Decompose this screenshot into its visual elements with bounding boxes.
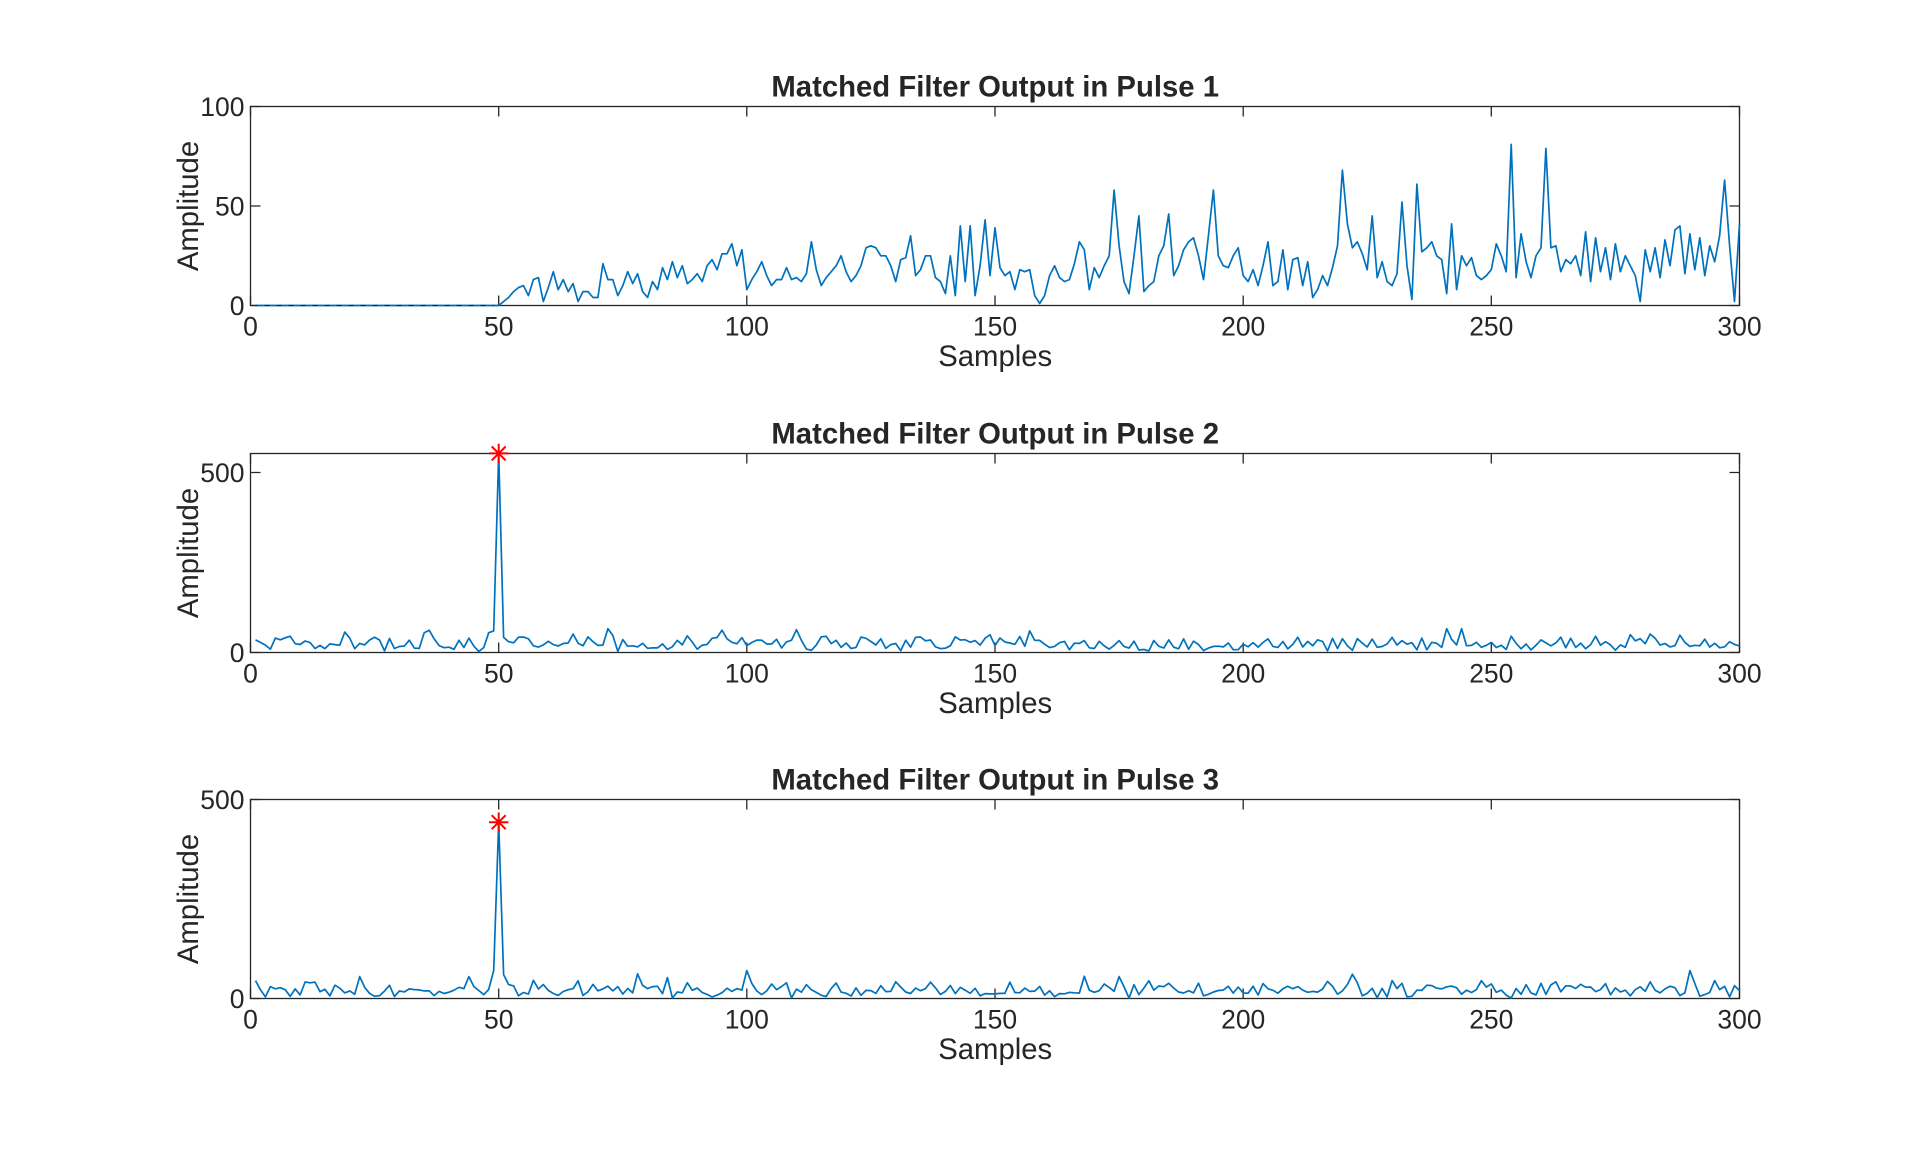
svg-text:150: 150 <box>973 312 1017 342</box>
svg-text:100: 100 <box>200 92 244 122</box>
svg-text:100: 100 <box>725 312 769 342</box>
svg-text:0: 0 <box>243 659 258 689</box>
svg-text:Amplitude: Amplitude <box>172 488 205 618</box>
svg-text:300: 300 <box>1717 1005 1761 1035</box>
svg-text:Matched Filter Output in Pulse: Matched Filter Output in Pulse 3 <box>771 763 1219 796</box>
svg-text:Samples: Samples <box>938 1033 1052 1066</box>
svg-text:0: 0 <box>230 291 245 321</box>
svg-text:150: 150 <box>973 659 1017 689</box>
svg-text:0: 0 <box>243 312 258 342</box>
svg-text:100: 100 <box>725 1005 769 1035</box>
svg-text:50: 50 <box>215 191 244 221</box>
svg-text:50: 50 <box>484 659 513 689</box>
svg-text:300: 300 <box>1717 312 1761 342</box>
svg-text:250: 250 <box>1469 312 1513 342</box>
svg-text:50: 50 <box>484 1005 513 1035</box>
svg-text:200: 200 <box>1221 312 1265 342</box>
svg-text:0: 0 <box>230 984 245 1014</box>
svg-text:300: 300 <box>1717 659 1761 689</box>
svg-text:Samples: Samples <box>938 687 1052 720</box>
svg-text:500: 500 <box>200 785 244 815</box>
svg-text:100: 100 <box>725 659 769 689</box>
svg-text:0: 0 <box>230 638 245 668</box>
svg-text:150: 150 <box>973 1005 1017 1035</box>
svg-text:200: 200 <box>1221 1005 1265 1035</box>
svg-text:Amplitude: Amplitude <box>172 141 205 271</box>
svg-text:50: 50 <box>484 312 513 342</box>
svg-text:Matched Filter Output in Pulse: Matched Filter Output in Pulse 1 <box>771 70 1219 103</box>
svg-text:Amplitude: Amplitude <box>172 834 205 964</box>
svg-text:500: 500 <box>200 458 244 488</box>
svg-text:250: 250 <box>1469 659 1513 689</box>
svg-text:200: 200 <box>1221 659 1265 689</box>
svg-text:250: 250 <box>1469 1005 1513 1035</box>
svg-text:0: 0 <box>243 1005 258 1035</box>
svg-text:Matched Filter Output in Pulse: Matched Filter Output in Pulse 2 <box>771 417 1219 450</box>
svg-text:Samples: Samples <box>938 340 1052 373</box>
